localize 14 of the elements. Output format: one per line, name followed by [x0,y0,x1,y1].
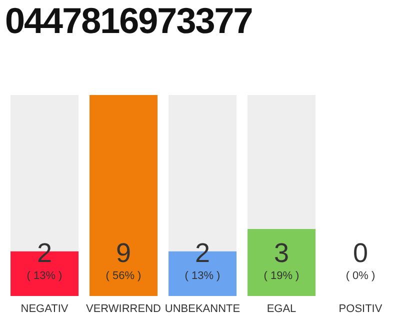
chart-title: 0447816973377 [5,0,252,42]
data-label: 9 [114,238,132,268]
annotation: ( 0% ) [344,269,376,283]
annotation: ( 13% ) [184,269,222,283]
annotation: ( 19% ) [262,269,300,283]
annotation: ( 13% ) [26,269,64,283]
x-tick-label: UNBEKANNTE [164,302,240,315]
x-tick-label: EGAL [266,302,296,315]
x-tick-label: POSITIV [338,302,383,315]
data-label: 3 [272,238,290,268]
data-label: 0 [352,238,370,268]
x-tick-label: NEGATIV [20,302,69,315]
x-tick-label: VERWIRREND [86,302,162,315]
annotation: ( 56% ) [104,269,142,283]
